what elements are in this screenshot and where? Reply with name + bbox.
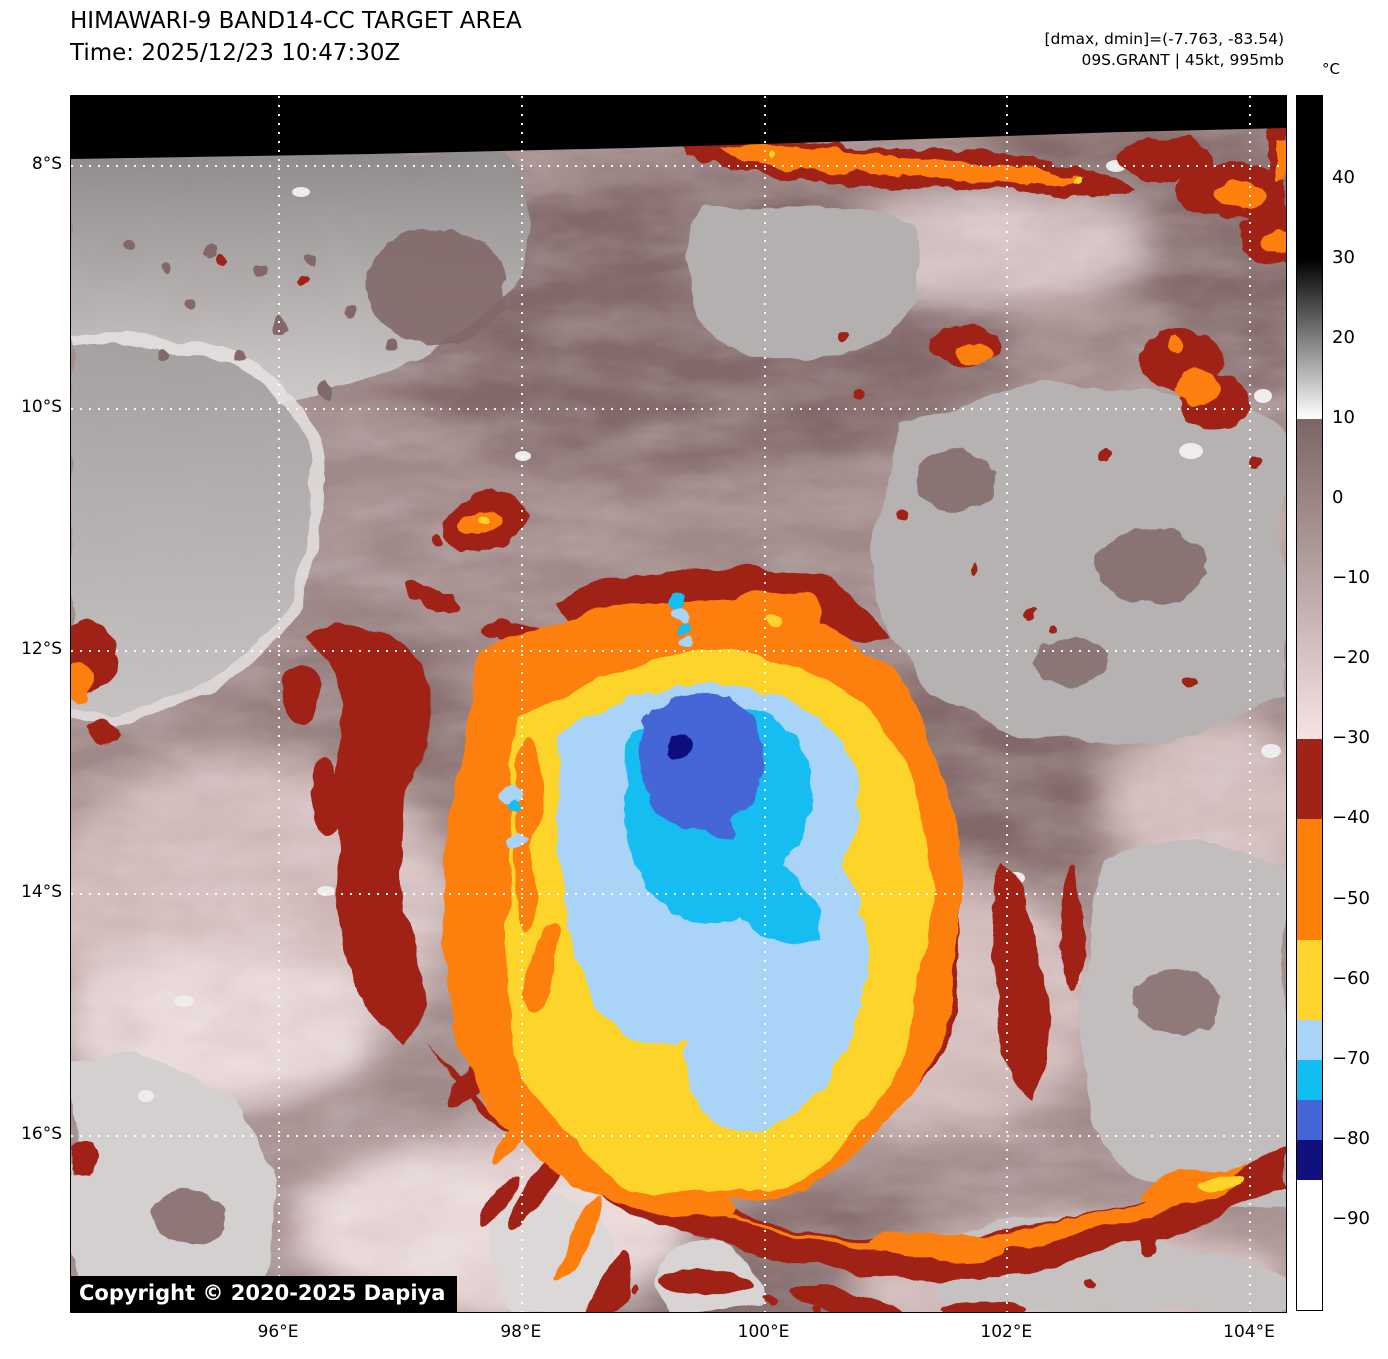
timestamp: Time: 2025/12/23 10:47:30Z [70,40,401,66]
lon-tick-label: 96°E [257,1322,299,1342]
colorbar-segment [1297,1019,1322,1060]
dmax-dmin-annotation: [dmax, dmin]=(-7.763, -83.54) [1044,30,1285,48]
lat-tick-label: 14°S [21,881,62,902]
colorbar-tick-label: −20 [1332,647,1370,669]
storm-info-annotation: 09S.GRANT | 45kt, 995mb [1081,51,1284,69]
colorbar-tick-label: 30 [1332,247,1355,269]
lon-tick-label: 104°E [1223,1322,1275,1342]
colorbar-tick-label: 20 [1332,327,1355,349]
colorbar-segment [1297,259,1322,420]
colorbar-tick-label: 40 [1332,167,1355,189]
colorbar-segment [1297,1059,1322,1100]
colorbar-tick-label: −70 [1332,1047,1370,1069]
lon-tick-label: 100°E [737,1322,790,1342]
colorbar-tick-label: −90 [1332,1207,1370,1229]
lat-tick-label: 10°S [21,396,62,417]
colorbar-segment [1297,1179,1322,1311]
colorbar-tick-label: −30 [1332,727,1370,749]
cyclone-eye-coldest-pixel [667,736,693,756]
satellite-map: Copyright © 2020-2025 Dapiya [70,95,1287,1313]
colorbar-tick-label: −10 [1332,567,1370,589]
colorbar [1296,95,1323,1311]
lat-tick-label: 16°S [21,1124,62,1144]
colorbar-segment [1297,96,1322,260]
lat-tick-label: 8°S [31,154,62,174]
colorbar-unit-label: °C [1322,60,1340,78]
colorbar-tick-label: 10 [1332,407,1355,429]
lat-tick-label: 12°S [21,639,62,659]
colorbar-segment [1297,739,1322,820]
colorbar-tick-label: −40 [1332,807,1370,829]
lon-tick-label: 102°E [980,1322,1033,1342]
colorbar-segment [1297,419,1322,740]
no-data-band [71,96,1286,159]
lon-tick-label: 98°E [500,1322,542,1342]
colorbar-segment [1297,1099,1322,1140]
colorbar-tick-label: −60 [1332,967,1370,989]
colorbar-tick-label: 0 [1332,487,1344,509]
satellite-image [71,96,1286,1312]
colorbar-segment [1297,819,1322,940]
colorbar-tick-label: −80 [1332,1127,1370,1149]
colorbar-segment [1297,939,1322,1020]
mauve-patches-over-gray [153,228,1221,1244]
colorbar-segment [1297,1139,1322,1180]
top-convective-bands [681,124,1286,430]
copyright-badge: Copyright © 2020-2025 Dapiya [71,1276,458,1312]
page-title: HIMAWARI-9 BAND14-CC TARGET AREA [70,8,522,34]
maroon-speckles [124,239,1262,1312]
colorbar-tick-label: −50 [1332,887,1370,909]
cyclone-cold-core [498,593,869,1130]
